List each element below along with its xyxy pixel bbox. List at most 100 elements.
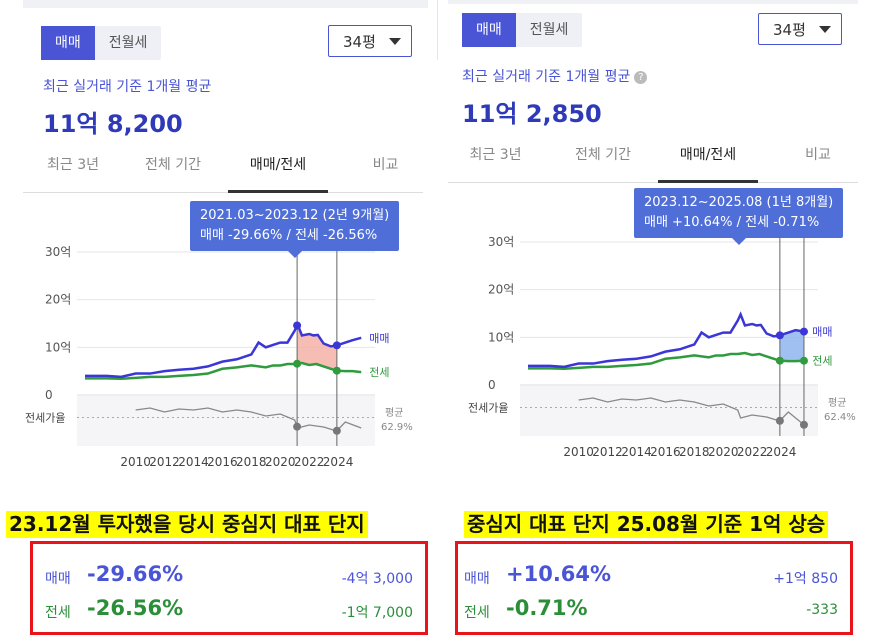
series-line-ratio xyxy=(135,407,362,432)
tab-sale-jeonse[interactable]: 매매/전세 xyxy=(658,138,758,183)
sale-point xyxy=(332,341,341,350)
tab-compare[interactable]: 비교 xyxy=(372,157,399,173)
tooltip-change: 매매 +10.64% / 전세 -0.71% xyxy=(644,215,820,230)
size-dropdown-value: 34평 xyxy=(773,21,806,39)
sale-point xyxy=(799,327,808,336)
series-line-sale xyxy=(85,321,362,379)
tab-sale[interactable]: 매매 xyxy=(41,26,95,60)
summary-pct: -0.71% xyxy=(506,596,588,620)
tab-sale-jeonse[interactable]: 매매/전세 xyxy=(228,148,328,193)
jeonse-point xyxy=(799,356,808,365)
summary-amount: -4억 3,000 xyxy=(341,571,413,587)
series-line-ratio xyxy=(578,397,805,426)
summary-row-jeonse: 전세 -26.56% -1억 7,000 xyxy=(45,596,413,626)
chart-tabs: 최근 3년 전체 기간 매매/전세 비교 xyxy=(23,148,423,193)
summary-label: 매매 xyxy=(45,571,71,587)
x-tick-label: 2010 xyxy=(563,445,594,459)
x-tick-label: 2014 xyxy=(621,445,652,459)
summary-label: 매매 xyxy=(464,571,490,587)
summary-row-sale: 매매 +10.64% +1억 850 xyxy=(464,562,838,592)
highlight-area xyxy=(297,325,337,371)
help-icon[interactable]: ? xyxy=(634,70,648,84)
ratio-label: 전세가율 xyxy=(468,402,508,415)
y-tick-label: 30억 xyxy=(45,245,71,259)
summary-row-jeonse: 전세 -0.71% -333 xyxy=(464,596,838,626)
price-subtitle: 최근 실거래 기준 1개월 평균 xyxy=(43,79,212,95)
ratio-average-label: 평균 xyxy=(828,397,846,409)
summary-box-left: 매매 -29.66% -4억 3,000 전세 -26.56% -1억 7,00… xyxy=(30,541,428,635)
summary-label: 전세 xyxy=(45,605,71,621)
tab-recent-3y[interactable]: 최근 3년 xyxy=(469,147,522,163)
summary-pct: -26.56% xyxy=(87,596,184,620)
ratio-point xyxy=(775,416,784,425)
sale-point xyxy=(775,331,784,340)
top-strip xyxy=(23,0,428,8)
y-tick-label: 0 xyxy=(45,388,53,402)
series-label-jeonse: 전세 xyxy=(812,355,832,368)
right-panel: 매매 전월세 34평 최근 실거래 기준 1개월 평균? 11억 2,850 최… xyxy=(448,0,873,490)
range-tooltip: 2023.12~2025.08 (1년 8개월) 매매 +10.64% / 전세… xyxy=(634,188,844,245)
tab-recent-3y[interactable]: 최근 3년 xyxy=(47,157,99,173)
trade-type-toggle[interactable]: 매매 전월세 xyxy=(41,26,162,60)
caption-left: 23.12월 투자했을 당시 중심지 대표 단지 xyxy=(6,511,368,538)
tab-all-period[interactable]: 전체 기간 xyxy=(575,147,631,163)
x-tick-label: 2018 xyxy=(679,445,710,459)
chevron-down-icon xyxy=(389,38,401,45)
size-dropdown[interactable]: 34평 xyxy=(328,25,412,57)
price-chart[interactable]: 30억20억10억0201020122014201620182020202220… xyxy=(448,190,873,480)
x-tick-label: 2018 xyxy=(236,455,267,469)
x-tick-label: 2012 xyxy=(592,445,623,459)
ratio-band xyxy=(77,394,375,446)
tooltip-period: 2021.03~2023.12 (2년 9개월) xyxy=(200,208,390,223)
price-chart[interactable]: 30억20억10억0201020122014201620182020202220… xyxy=(5,200,430,490)
ratio-average-label: 평균 xyxy=(385,407,403,419)
series-line-sale xyxy=(528,311,805,369)
trade-type-toggle[interactable]: 매매 전월세 xyxy=(462,13,583,47)
y-tick-label: 0 xyxy=(488,378,496,392)
caption-right: 중심지 대표 단지 25.08월 기준 1억 상승 xyxy=(464,511,829,538)
highlight-area xyxy=(779,330,804,362)
divider xyxy=(437,0,438,60)
x-tick-label: 2014 xyxy=(178,455,209,469)
series-line-jeonse xyxy=(85,361,362,381)
tab-rent[interactable]: 전월세 xyxy=(529,22,569,38)
left-panel: 매매 전월세 34평 최근 실거래 기준 1개월 평균 11억 8,200 최근… xyxy=(5,0,430,490)
summary-pct: +10.64% xyxy=(506,562,612,586)
series-label-sale: 매매 xyxy=(812,326,832,339)
y-tick-label: 20억 xyxy=(45,293,71,307)
tooltip-change: 매매 -29.66% / 전세 -26.56% xyxy=(200,228,378,243)
chevron-down-icon xyxy=(819,26,831,33)
tab-sale[interactable]: 매매 xyxy=(462,13,516,47)
ratio-point xyxy=(293,422,302,431)
x-tick-label: 2016 xyxy=(207,455,238,469)
x-tick-label: 2016 xyxy=(650,445,681,459)
x-tick-label: 2020 xyxy=(265,455,296,469)
x-tick-label: 2020 xyxy=(708,445,739,459)
tab-compare[interactable]: 비교 xyxy=(805,147,831,163)
chart-tabs: 최근 3년 전체 기간 매매/전세 비교 xyxy=(448,138,858,183)
y-tick-label: 30억 xyxy=(488,235,514,249)
summary-amount: +1억 850 xyxy=(773,571,838,587)
ratio-average-value: 62.9% xyxy=(381,422,413,433)
summary-amount: -1억 7,000 xyxy=(341,605,413,621)
series-line-jeonse xyxy=(528,351,805,371)
tab-rent[interactable]: 전월세 xyxy=(108,35,148,51)
x-tick-label: 2022 xyxy=(294,455,325,469)
summary-pct: -29.66% xyxy=(87,562,184,586)
jeonse-point xyxy=(332,366,341,375)
top-strip xyxy=(448,0,858,4)
size-dropdown-value: 34평 xyxy=(343,33,376,51)
series-label-jeonse: 전세 xyxy=(369,366,389,379)
x-tick-label: 2024 xyxy=(766,445,797,459)
price-value: 11억 8,200 xyxy=(43,110,183,138)
size-dropdown[interactable]: 34평 xyxy=(758,13,842,45)
summary-label: 전세 xyxy=(464,605,490,621)
jeonse-point xyxy=(293,359,302,368)
ratio-point xyxy=(332,426,341,435)
ratio-label: 전세가율 xyxy=(25,412,65,425)
ratio-average-value: 62.4% xyxy=(824,412,856,423)
tab-all-period[interactable]: 전체 기간 xyxy=(145,157,201,173)
x-tick-label: 2024 xyxy=(323,455,354,469)
ratio-band xyxy=(520,384,818,436)
range-tooltip: 2021.03~2023.12 (2년 9개월) 매매 -29.66% / 전세… xyxy=(190,201,400,258)
